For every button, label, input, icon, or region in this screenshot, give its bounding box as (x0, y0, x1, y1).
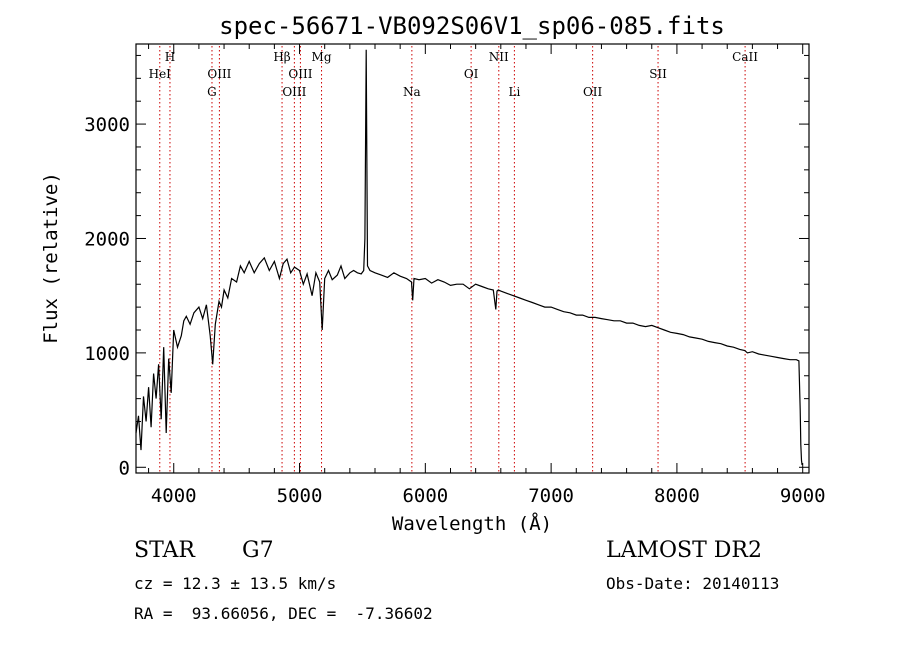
y-axis: 0 1000 2000 3000 (84, 54, 809, 479)
chart-title: spec-56671-VB092S06V1_sp06-085.fits (219, 12, 725, 40)
x-tick-label: 5000 (277, 485, 323, 507)
marker-label-9: OI (464, 67, 479, 81)
object-class: STAR (134, 538, 195, 563)
x-tick-label: 7000 (528, 485, 574, 507)
y-axis-label: Flux (relative) (40, 172, 62, 344)
object-subclass: G7 (242, 538, 274, 563)
marker-label-0: H (165, 50, 175, 64)
marker-label-10: NII (489, 50, 509, 64)
marker-label-7: Mg (312, 50, 332, 64)
redshift-text: cz = 12.3 ± 13.5 km/s (134, 574, 337, 593)
x-tick-label: 6000 (402, 485, 448, 507)
spectrum-series-line (135, 49, 803, 466)
marker-label-12: OII (583, 85, 603, 99)
x-tick-label: 8000 (654, 485, 700, 507)
plot-frame (135, 43, 810, 474)
x-tick-label: 4000 (151, 485, 197, 507)
obs-date-text: Obs-Date: 20140113 (606, 574, 780, 593)
marker-label-3: G (207, 85, 217, 99)
y-tick-label: 0 (119, 457, 130, 479)
y-tick-label: 2000 (84, 228, 130, 250)
x-axis-label: Wavelength (Å) (392, 512, 552, 535)
y-tick-label: 1000 (84, 343, 130, 365)
coords-text: RA = 93.66056, DEC = -7.36602 (134, 604, 433, 623)
x-axis: 4000 5000 6000 7000 8000 9000 (148, 44, 826, 507)
marker-label-6: OIII (282, 85, 306, 99)
marker-label-11: Li (508, 85, 520, 99)
marker-label-13: SII (649, 67, 667, 81)
marker-label-8: Na (403, 85, 421, 99)
survey-name: LAMOST DR2 (606, 538, 762, 563)
marker-label-14: CaII (732, 50, 758, 64)
marker-label-5: OIII (288, 67, 312, 81)
marker-label-1: HeI (149, 67, 172, 81)
x-tick-label: 9000 (780, 485, 826, 507)
marker-label-4: Hβ (273, 50, 290, 64)
marker-label-2: OIII (207, 67, 231, 81)
y-tick-label: 3000 (84, 114, 130, 136)
